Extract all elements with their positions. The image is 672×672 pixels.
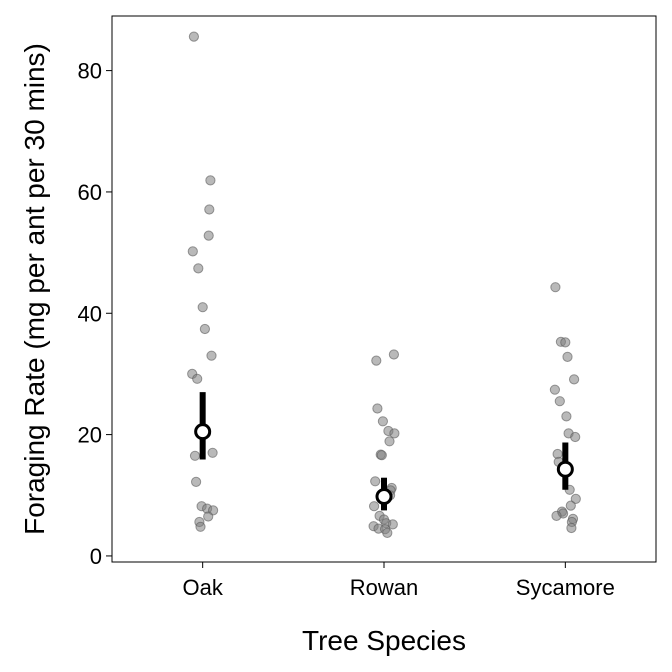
data-point <box>389 428 400 439</box>
data-point <box>569 374 580 385</box>
data-point <box>188 31 199 42</box>
data-point <box>566 522 577 534</box>
data-point <box>562 351 573 362</box>
data-point <box>384 436 395 447</box>
data-point <box>369 501 380 512</box>
data-point <box>370 476 381 487</box>
data-point <box>371 355 382 366</box>
data-point <box>197 302 208 313</box>
data-point <box>388 349 399 360</box>
mean-marker <box>375 488 393 505</box>
mean-ci-markers <box>194 392 574 511</box>
data-point <box>206 350 217 361</box>
x-tick-label: Rowan <box>350 575 418 600</box>
mean-marker <box>556 460 574 478</box>
data-point <box>560 337 571 348</box>
data-point <box>192 373 203 384</box>
data-point <box>377 416 388 427</box>
x-axis-title: Tree Species <box>302 625 466 656</box>
data-point <box>189 450 201 461</box>
data-point <box>204 204 215 215</box>
data-point <box>195 521 206 532</box>
data-point <box>382 527 393 539</box>
y-axis-title: Foraging Rate (mg per ant per 30 mins) <box>19 43 50 535</box>
data-point <box>570 493 581 504</box>
y-tick-label: 40 <box>78 301 102 326</box>
data-point <box>550 282 561 293</box>
data-point <box>205 175 216 186</box>
data-point <box>207 447 218 458</box>
data-point <box>565 500 576 511</box>
data-point <box>376 450 387 461</box>
x-tick-label: Sycamore <box>516 575 615 600</box>
y-tick-label: 60 <box>78 180 102 205</box>
data-point <box>387 519 398 530</box>
data-point <box>203 511 214 522</box>
data-points <box>187 31 581 539</box>
data-point <box>570 431 581 443</box>
data-point <box>561 411 572 422</box>
data-point <box>551 510 562 522</box>
y-tick-label: 20 <box>78 423 102 448</box>
x-tick-label: Oak <box>182 575 223 600</box>
data-point <box>203 230 214 241</box>
data-point <box>187 246 198 257</box>
data-point <box>191 476 202 487</box>
mean-marker <box>194 423 212 441</box>
data-point <box>549 384 561 395</box>
data-point <box>199 323 210 335</box>
y-axis: 0 20 40 60 80 <box>78 59 112 569</box>
x-axis: Oak Rowan Sycamore <box>182 562 615 600</box>
y-tick-label: 80 <box>78 59 102 84</box>
data-point <box>372 403 383 414</box>
data-point <box>193 263 204 274</box>
y-tick-label: 0 <box>90 544 102 569</box>
data-point <box>554 396 565 407</box>
